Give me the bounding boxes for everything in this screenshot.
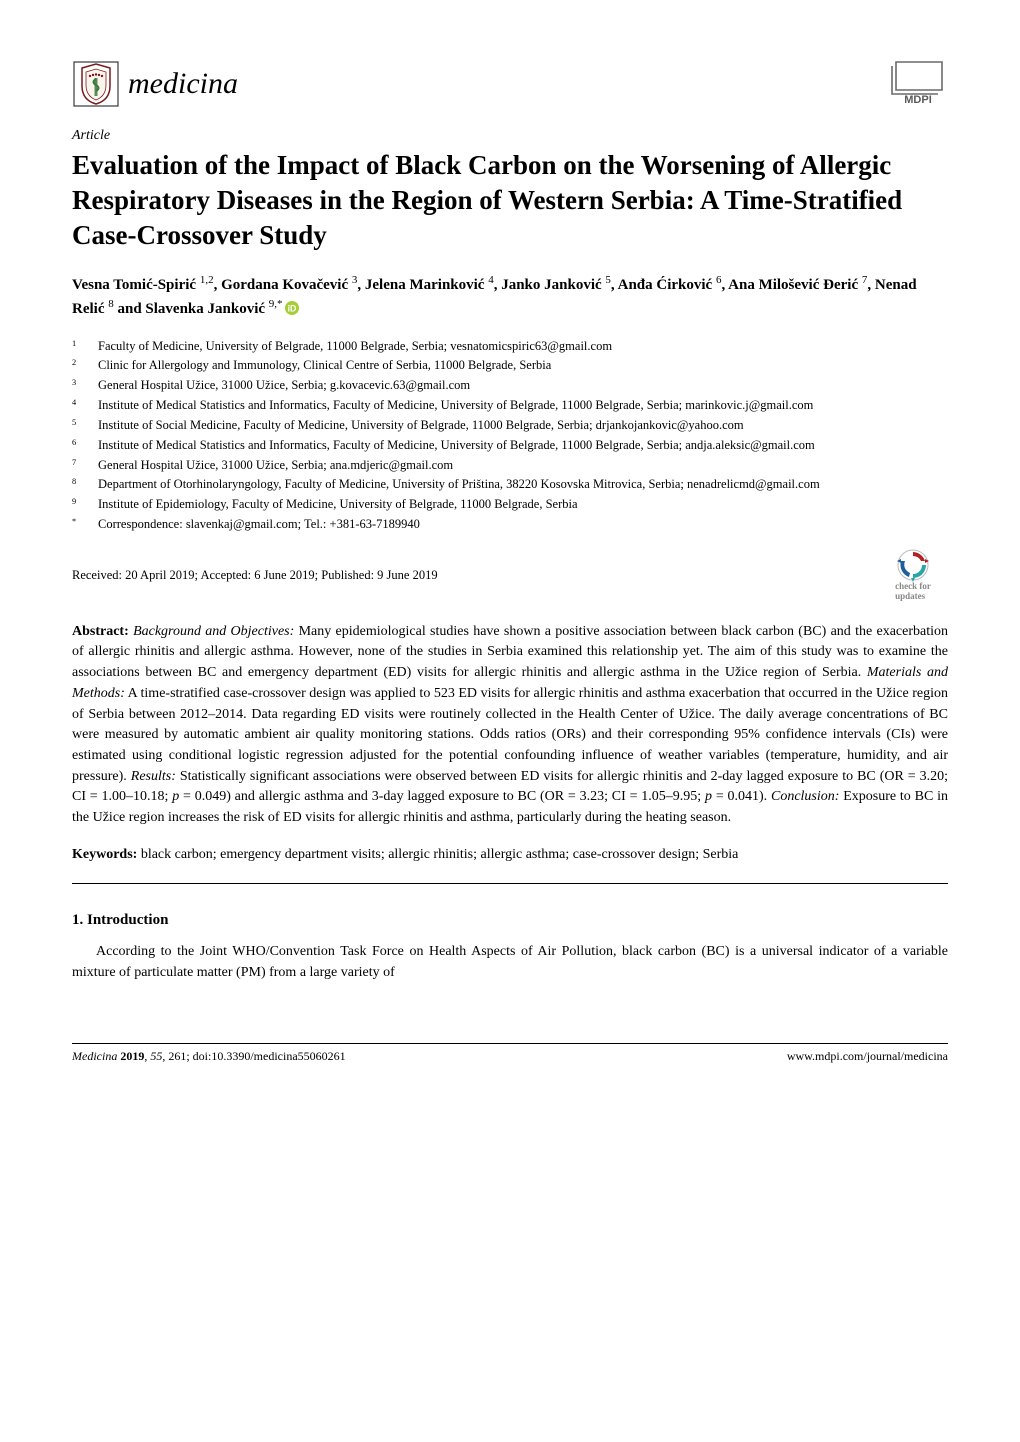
affiliation-row: 8 Department of Otorhinolaryngology, Facu… xyxy=(72,475,948,494)
keywords-heading: Keywords: xyxy=(72,847,137,862)
dates-row: Received: 20 April 2019; Accepted: 6 Jun… xyxy=(72,548,948,602)
affiliation-row: 2 Clinic for Allergology and Immunology, … xyxy=(72,356,948,375)
svg-text:MDPI: MDPI xyxy=(904,94,932,104)
affiliation-row: 4 Institute of Medical Statistics and Inf… xyxy=(72,396,948,415)
author-name: Vesna Tomić-Spirić xyxy=(72,277,196,293)
affiliation-text: Correspondence: slavenkaj@gmail.com; Tel… xyxy=(98,515,948,534)
author-name: Anđa Ćirković xyxy=(618,277,713,293)
affiliation-row: 5 Institute of Social Medicine, Faculty o… xyxy=(72,416,948,435)
affiliation-text: Clinic for Allergology and Immunology, C… xyxy=(98,356,948,375)
affiliation-row: 6 Institute of Medical Statistics and Inf… xyxy=(72,436,948,455)
abstract-heading: Abstract: xyxy=(72,624,129,639)
abstract-subheading: Background and Objectives: xyxy=(133,624,294,639)
affiliation-text: General Hospital Užice, 31000 Užice, Ser… xyxy=(98,456,948,475)
page-header: medicina MDPI xyxy=(72,60,948,108)
dates-text: Received: 20 April 2019; Accepted: 6 Jun… xyxy=(72,566,438,584)
check-updates-line2: updates xyxy=(895,591,925,601)
article-type-label: Article xyxy=(72,126,948,146)
author-name: Gordana Kovačević xyxy=(221,277,348,293)
affiliation-text: Institute of Medical Statistics and Info… xyxy=(98,396,948,415)
footer-year: 2019 xyxy=(120,1049,144,1063)
affiliation-number: 2 xyxy=(72,356,86,375)
affiliation-row: 3 General Hospital Užice, 31000 Užice, Se… xyxy=(72,376,948,395)
affiliation-number: * xyxy=(72,515,86,534)
affiliation-row: 1 Faculty of Medicine, University of Belg… xyxy=(72,337,948,356)
affiliation-row: 9 Institute of Epidemiology, Faculty of M… xyxy=(72,495,948,514)
section-divider xyxy=(72,883,948,884)
footer-url[interactable]: www.mdpi.com/journal/medicina xyxy=(787,1048,948,1065)
affiliation-number: 9 xyxy=(72,495,86,514)
mdpi-logo-icon: MDPI xyxy=(890,60,948,104)
abstract-subheading: Results: xyxy=(131,769,176,784)
check-updates-icon xyxy=(896,548,930,582)
affiliation-number: 1 xyxy=(72,337,86,356)
footer-citation-rest: , 55, 261; doi:10.3390/medicina55060261 xyxy=(144,1049,345,1063)
affiliations-list: 1 Faculty of Medicine, University of Belg… xyxy=(72,337,948,534)
affiliation-number: 6 xyxy=(72,436,86,455)
affiliation-row: * Correspondence: slavenkaj@gmail.com; Te… xyxy=(72,515,948,534)
author-name: Slavenka Janković xyxy=(145,301,265,317)
check-updates-line1: check for xyxy=(895,581,931,591)
abstract-block: Abstract: Background and Objectives: Man… xyxy=(72,622,948,829)
journal-logo-block: medicina xyxy=(72,60,238,108)
affiliation-row: 7 General Hospital Užice, 31000 Užice, Se… xyxy=(72,456,948,475)
author-name: Jelena Marinković xyxy=(365,277,485,293)
affiliation-number: 5 xyxy=(72,416,86,435)
section-1-paragraph: According to the Joint WHO/Convention Ta… xyxy=(72,942,948,983)
affiliation-text: Department of Otorhinolaryngology, Facul… xyxy=(98,475,948,494)
svg-text:iD: iD xyxy=(287,304,296,314)
page-footer: Medicina 2019, 55, 261; doi:10.3390/medi… xyxy=(72,1043,948,1065)
orcid-icon[interactable]: iD xyxy=(285,300,299,314)
footer-citation: Medicina 2019, 55, 261; doi:10.3390/medi… xyxy=(72,1048,346,1065)
section-1-heading: 1. Introduction xyxy=(72,910,948,932)
author-name: Janko Janković xyxy=(501,277,601,293)
affiliation-text: Institute of Social Medicine, Faculty of… xyxy=(98,416,948,435)
check-for-updates-badge[interactable]: check for updates xyxy=(878,548,948,602)
affiliation-number: 4 xyxy=(72,396,86,415)
keywords-text: black carbon; emergency department visit… xyxy=(137,847,738,862)
affiliation-number: 3 xyxy=(72,376,86,395)
affiliation-text: Institute of Medical Statistics and Info… xyxy=(98,436,948,455)
medicina-logo-icon xyxy=(72,60,120,108)
affiliation-number: 8 xyxy=(72,475,86,494)
affiliation-text: General Hospital Užice, 31000 Užice, Ser… xyxy=(98,376,948,395)
abstract-subheading: Conclusion: xyxy=(771,789,839,804)
footer-journal-name: Medicina xyxy=(72,1049,117,1063)
affiliation-text: Institute of Epidemiology, Faculty of Me… xyxy=(98,495,948,514)
affiliation-text: Faculty of Medicine, University of Belgr… xyxy=(98,337,948,356)
author-name: Ana Milošević Đerić xyxy=(728,277,858,293)
article-title: Evaluation of the Impact of Black Carbon… xyxy=(72,148,948,253)
keywords-block: Keywords: black carbon; emergency depart… xyxy=(72,845,948,865)
affiliation-number: 7 xyxy=(72,456,86,475)
authors-line: Vesna Tomić-Spirić 1,2, Gordana Kovačevi… xyxy=(72,272,948,321)
journal-name: medicina xyxy=(128,62,238,106)
